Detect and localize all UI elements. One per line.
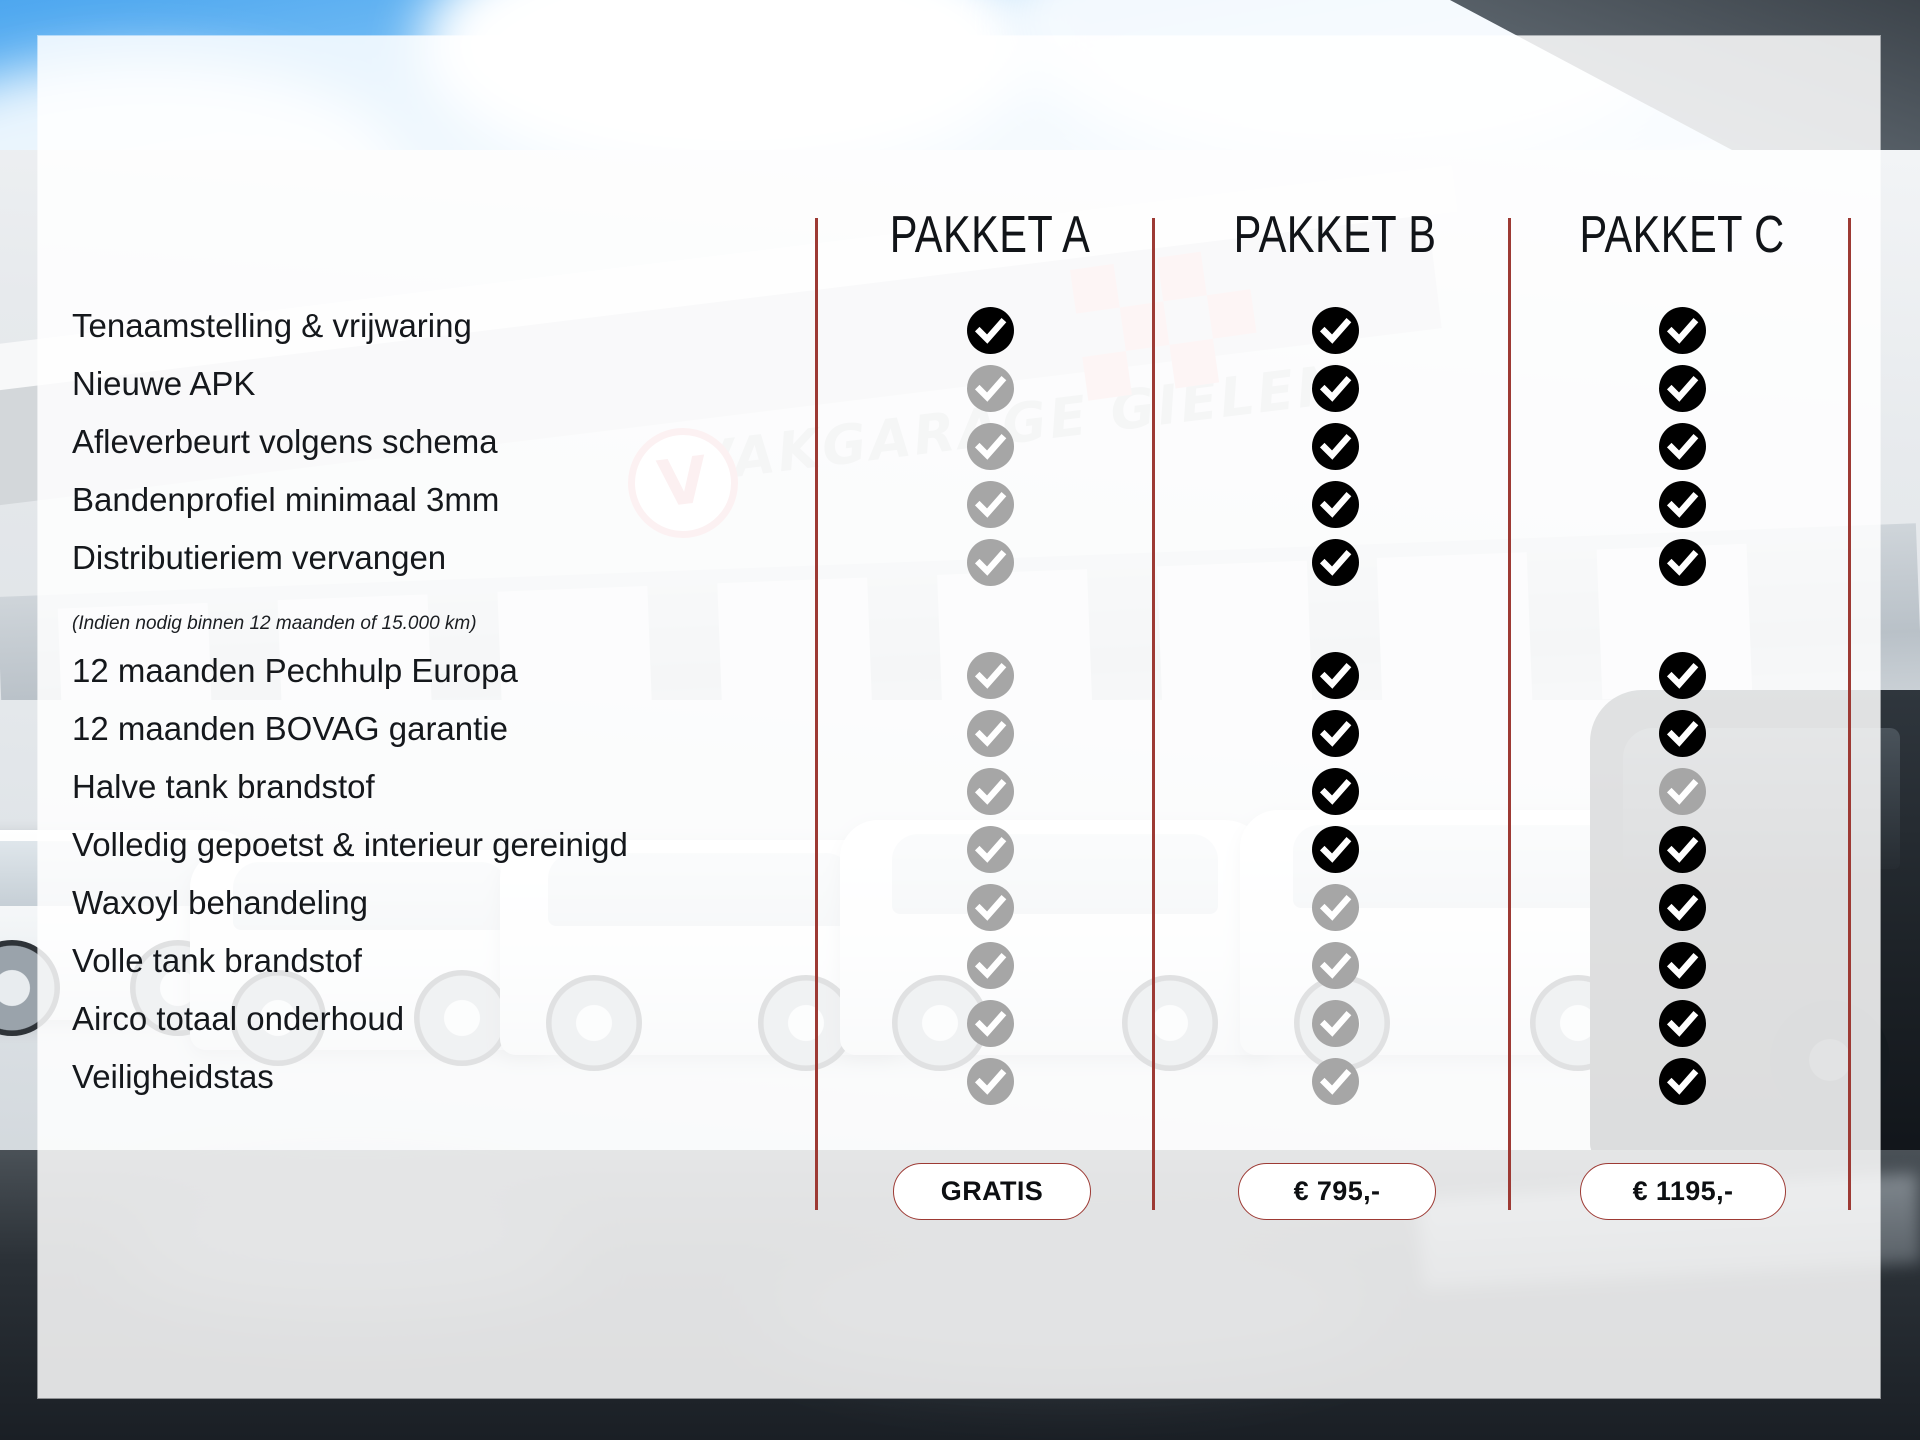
check-excluded-icon [967,423,1014,470]
check-included-icon [1312,423,1359,470]
check-excluded-icon [967,942,1014,989]
price-button-c[interactable]: € 1195,- [1580,1163,1786,1220]
check-included-icon [1659,1058,1706,1105]
feature-label: Bandenprofiel minimaal 3mm [72,481,500,518]
check-included-icon [1312,539,1359,586]
check-included-icon [1312,826,1359,873]
feature-label: Volledig gepoetst & interieur gereinigd [72,826,628,863]
feature-label: Afleverbeurt volgens schema [72,423,498,460]
feature-label: Distributieriem vervangen [72,539,447,576]
feature-label: Tenaamstelling & vrijwaring [72,307,472,344]
check-excluded-icon [967,365,1014,412]
check-included-icon [1312,710,1359,757]
feature-label: Volle tank brandstof [72,942,362,979]
check-included-icon [1659,652,1706,699]
column-header-a: PAKKET A [889,206,1091,264]
check-excluded-icon [967,1000,1014,1047]
feature-label: Nieuwe APK [72,365,256,402]
check-included-icon [1659,481,1706,528]
check-included-icon [1659,942,1706,989]
check-excluded-icon [967,539,1014,586]
check-included-icon [1312,365,1359,412]
feature-label: 12 maanden Pechhulp Europa [72,652,518,689]
check-included-icon [1659,365,1706,412]
column-header-b: PAKKET B [1233,206,1437,264]
check-excluded-icon [967,481,1014,528]
check-included-icon [1659,1000,1706,1047]
check-excluded-icon [1312,1058,1359,1105]
check-excluded-icon [967,710,1014,757]
feature-label: 12 maanden BOVAG garantie [72,710,508,747]
feature-label: Airco totaal onderhoud [72,1000,405,1037]
separator-ab [1152,218,1155,1210]
price-button-a[interactable]: GRATIS [893,1163,1091,1220]
check-included-icon [967,307,1014,354]
separator-bc [1508,218,1511,1210]
check-included-icon [1659,826,1706,873]
check-excluded-icon [967,826,1014,873]
check-excluded-icon [967,884,1014,931]
check-included-icon [1312,652,1359,699]
feature-label: Veiligheidstas [72,1058,274,1095]
check-included-icon [1659,884,1706,931]
separator-right [1848,218,1851,1210]
price-button-b[interactable]: € 795,- [1238,1163,1436,1220]
separator-left [815,218,818,1210]
check-excluded-icon [1312,942,1359,989]
check-excluded-icon [967,1058,1014,1105]
check-excluded-icon [1659,768,1706,815]
feature-label: Halve tank brandstof [72,768,375,805]
check-excluded-icon [967,768,1014,815]
check-included-icon [1312,307,1359,354]
column-header-c: PAKKET C [1579,206,1785,264]
check-included-icon [1659,307,1706,354]
feature-footnote: (Indien nodig binnen 12 maanden of 15.00… [72,613,477,634]
check-excluded-icon [1312,1000,1359,1047]
check-included-icon [1659,710,1706,757]
check-included-icon [1659,423,1706,470]
check-included-icon [1312,768,1359,815]
check-included-icon [1312,481,1359,528]
check-excluded-icon [1312,884,1359,931]
check-excluded-icon [967,652,1014,699]
feature-label: Waxoyl behandeling [72,884,368,921]
check-included-icon [1659,539,1706,586]
